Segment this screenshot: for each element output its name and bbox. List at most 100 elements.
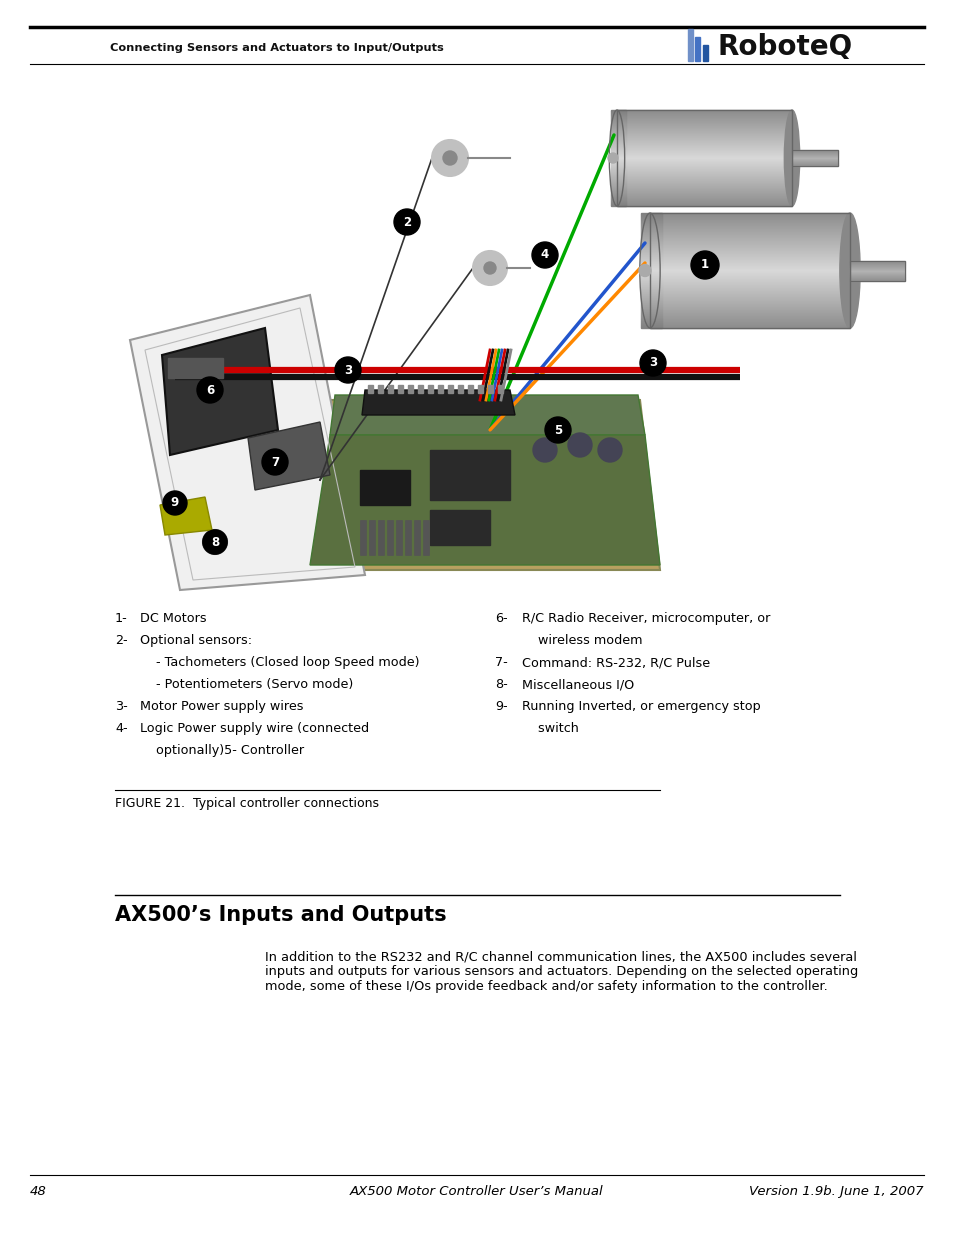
Bar [649, 212, 849, 329]
Bar [430, 450, 510, 500]
Text: DC Motors: DC Motors [140, 613, 207, 625]
Text: - Tachometers (Closed loop Speed mode): - Tachometers (Closed loop Speed mode) [140, 656, 419, 669]
Text: switch: switch [521, 722, 578, 735]
Text: 3: 3 [648, 357, 657, 369]
Text: 8: 8 [211, 536, 219, 548]
Polygon shape [310, 400, 659, 571]
Bar [422, 520, 429, 555]
Text: 1-: 1- [115, 613, 128, 625]
Text: Logic Power supply wire (connected: Logic Power supply wire (connected [140, 722, 369, 735]
Text: Command: RS-232, R/C Pulse: Command: RS-232, R/C Pulse [521, 656, 709, 669]
Ellipse shape [839, 212, 860, 329]
Circle shape [567, 433, 592, 457]
Bar [448, 385, 453, 393]
Circle shape [533, 438, 557, 462]
Bar [377, 385, 382, 393]
Bar [387, 520, 393, 555]
Text: wireless modem: wireless modem [521, 634, 641, 647]
Ellipse shape [783, 110, 799, 206]
Text: 4-: 4- [115, 722, 128, 735]
Bar [457, 385, 462, 393]
Bar [695, 37, 700, 61]
Polygon shape [160, 496, 212, 535]
Text: Version 1.9b. June 1, 2007: Version 1.9b. June 1, 2007 [749, 1186, 923, 1198]
Bar [408, 385, 413, 393]
Text: 3: 3 [344, 363, 352, 377]
Circle shape [639, 264, 650, 277]
Text: Optional sensors:: Optional sensors: [140, 634, 252, 647]
Text: optionally)5- Controller: optionally)5- Controller [140, 743, 304, 757]
Polygon shape [162, 329, 277, 454]
Polygon shape [248, 422, 330, 490]
Text: AX500’s Inputs and Outputs: AX500’s Inputs and Outputs [115, 905, 446, 925]
Text: - Potentiometers (Servo mode): - Potentiometers (Servo mode) [140, 678, 353, 692]
Polygon shape [130, 295, 365, 590]
Bar [477, 385, 482, 393]
Text: Running Inverted, or emergency stop: Running Inverted, or emergency stop [521, 700, 760, 713]
Ellipse shape [473, 251, 506, 285]
Bar [377, 520, 384, 555]
Text: 7-: 7- [495, 656, 507, 669]
Text: Motor Power supply wires: Motor Power supply wires [140, 700, 303, 713]
Bar [849, 261, 904, 280]
Bar [617, 110, 791, 206]
Bar [414, 520, 419, 555]
Text: 8-: 8- [495, 678, 507, 692]
Text: 48: 48 [30, 1186, 47, 1198]
Bar [395, 520, 401, 555]
Bar [368, 385, 373, 393]
Text: 9-: 9- [495, 700, 507, 713]
Circle shape [607, 153, 618, 163]
Bar [702, 44, 707, 61]
Bar [397, 385, 402, 393]
Text: 9: 9 [171, 496, 179, 510]
Circle shape [163, 492, 187, 515]
Circle shape [690, 251, 719, 279]
Bar [388, 385, 393, 393]
Bar [468, 385, 473, 393]
Circle shape [483, 262, 496, 274]
Bar [791, 149, 837, 165]
Polygon shape [361, 390, 515, 415]
Bar [359, 471, 410, 505]
Text: Miscellaneous I/O: Miscellaneous I/O [521, 678, 634, 692]
Ellipse shape [432, 140, 468, 177]
Circle shape [532, 242, 558, 268]
Circle shape [203, 530, 227, 555]
Bar [437, 385, 442, 393]
Text: FIGURE 21.  Typical controller connections: FIGURE 21. Typical controller connection… [115, 797, 378, 810]
Bar [168, 358, 223, 378]
Circle shape [262, 450, 288, 475]
Text: 2: 2 [402, 215, 411, 228]
Text: 5: 5 [554, 424, 561, 436]
Text: 7: 7 [271, 456, 279, 468]
Circle shape [639, 350, 665, 375]
Circle shape [544, 417, 571, 443]
Circle shape [442, 151, 456, 165]
Text: Connecting Sensors and Actuators to Input/Outputs: Connecting Sensors and Actuators to Inpu… [110, 43, 443, 53]
Bar [497, 385, 502, 393]
Bar [430, 510, 490, 545]
Bar [428, 385, 433, 393]
Circle shape [196, 377, 223, 403]
Text: 3-: 3- [115, 700, 128, 713]
Text: 4: 4 [540, 248, 549, 262]
Text: 6: 6 [206, 384, 213, 396]
Text: RoboteQ: RoboteQ [718, 33, 852, 61]
Text: AX500 Motor Controller User’s Manual: AX500 Motor Controller User’s Manual [350, 1186, 603, 1198]
Bar [488, 385, 493, 393]
Bar [405, 520, 411, 555]
Text: 2-: 2- [115, 634, 128, 647]
Circle shape [394, 209, 419, 235]
Bar [687, 28, 692, 61]
Circle shape [598, 438, 621, 462]
Bar [369, 520, 375, 555]
Text: 6-: 6- [495, 613, 507, 625]
Text: In addition to the RS232 and R/C channel communication lines, the AX500 includes: In addition to the RS232 and R/C channel… [265, 950, 858, 993]
Text: R/C Radio Receiver, microcomputer, or: R/C Radio Receiver, microcomputer, or [521, 613, 770, 625]
Text: 1: 1 [700, 258, 708, 272]
Bar [417, 385, 422, 393]
Polygon shape [310, 435, 659, 564]
Circle shape [203, 530, 227, 555]
Bar [359, 520, 366, 555]
